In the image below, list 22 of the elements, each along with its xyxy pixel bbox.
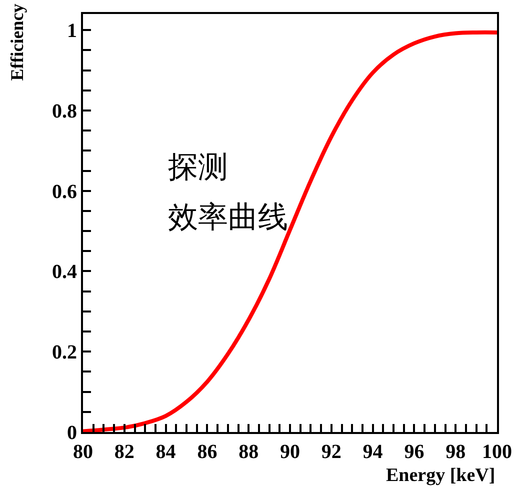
y-tick-label: 0.8 bbox=[52, 100, 77, 122]
x-tick-label: 86 bbox=[197, 441, 218, 463]
x-tick-label: 94 bbox=[362, 441, 383, 463]
x-tick-label: 100 bbox=[482, 441, 512, 463]
y-tick-label: 0.6 bbox=[52, 180, 77, 203]
line-series bbox=[83, 30, 497, 432]
x-tick-label: 80 bbox=[73, 441, 93, 463]
annotation: 探测 bbox=[168, 150, 228, 185]
x-tick-label: 96 bbox=[404, 441, 424, 463]
annotation: 效率曲线 bbox=[168, 200, 288, 235]
x-tick-label: 88 bbox=[238, 441, 259, 463]
x-tick-label: 82 bbox=[114, 441, 134, 463]
y-tick-label: 0.2 bbox=[52, 342, 77, 364]
x-tick-label: 90 bbox=[280, 441, 300, 463]
x-tick-label: 84 bbox=[156, 441, 176, 463]
y-axis-title: Efficiency bbox=[6, 4, 27, 81]
y-tick-label: 0 bbox=[67, 422, 77, 444]
y-tick-label: 0.4 bbox=[52, 261, 77, 284]
x-tick-label: 98 bbox=[446, 441, 466, 463]
y-tick-label: 1 bbox=[67, 20, 77, 42]
x-axis-title: Energy [keV] bbox=[386, 465, 496, 486]
x-tick-label: 92 bbox=[321, 441, 342, 463]
